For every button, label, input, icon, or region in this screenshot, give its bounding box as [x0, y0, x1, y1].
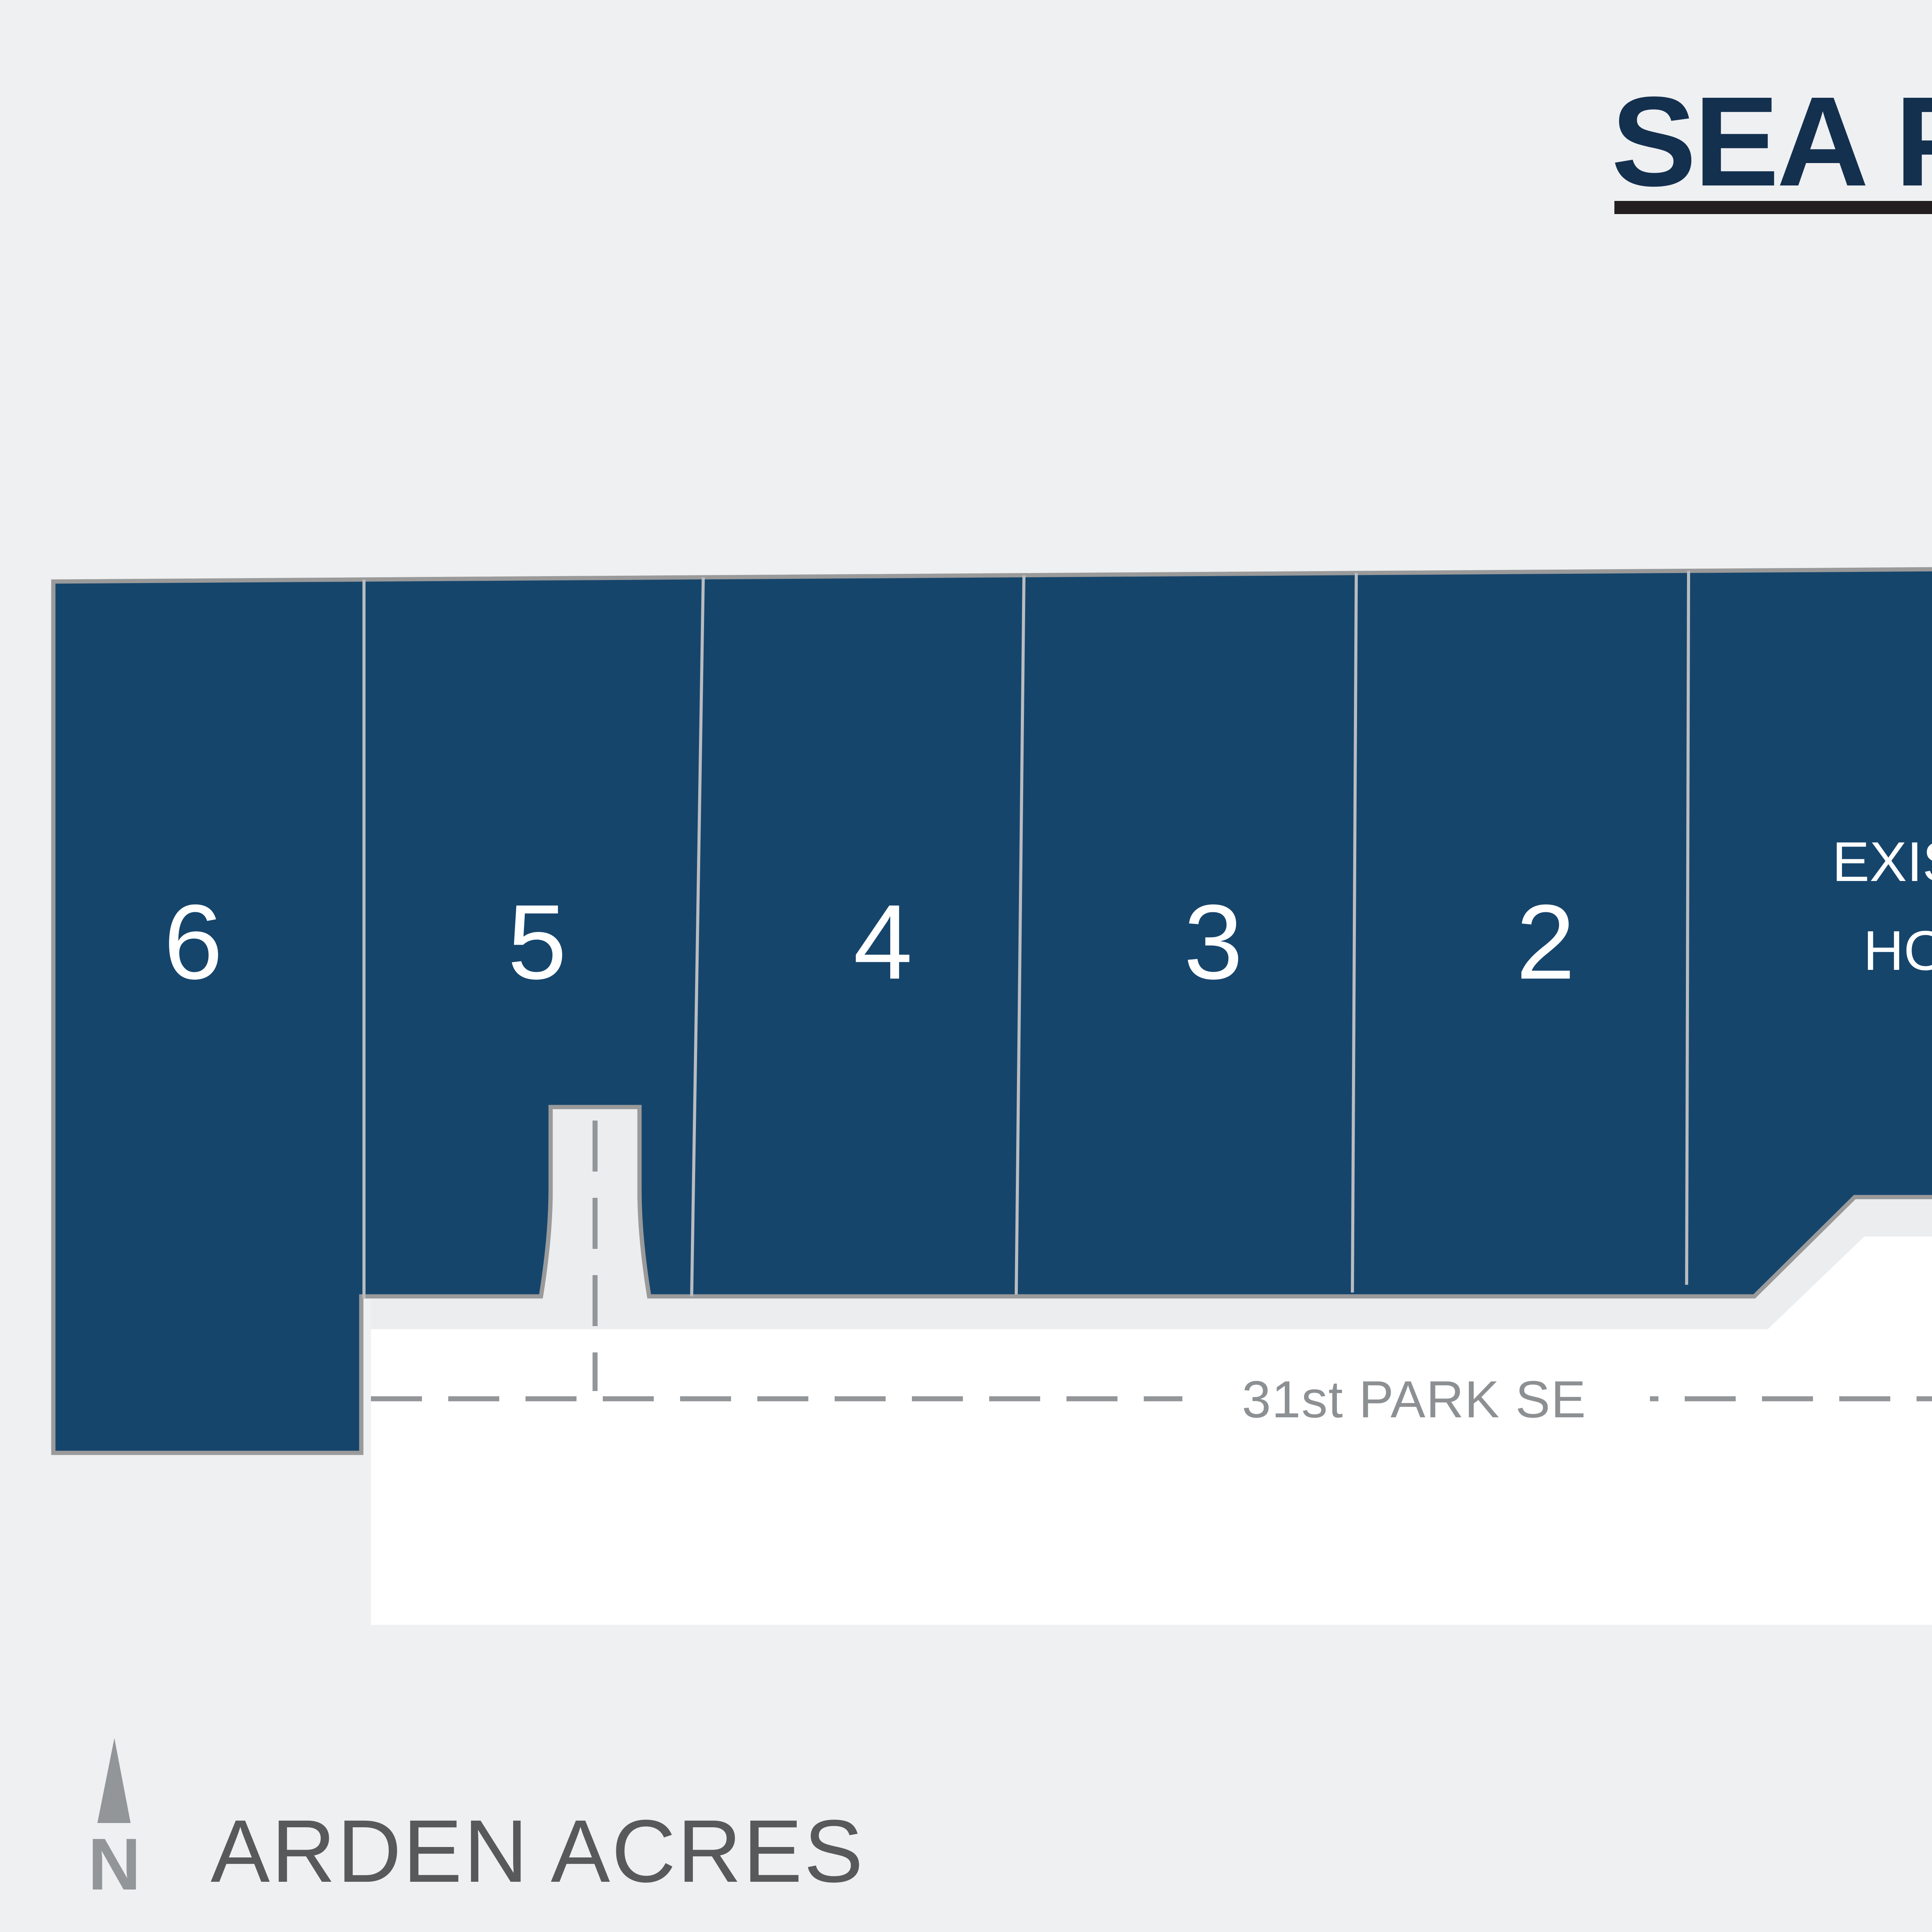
road-shoulder-band — [371, 1109, 1932, 1329]
lot-divider-5-4 — [690, 577, 705, 1297]
existing-house-label-line2: HOUSE — [1863, 919, 1932, 982]
brand-logo: SEA PAC HOMES — [1611, 70, 1932, 214]
existing-house-label-line1: EXISTING — [1832, 830, 1932, 893]
lot-divider-3-2 — [1351, 573, 1358, 1293]
north-arrow-icon — [97, 1738, 131, 1823]
north-arrow-label: N — [88, 1823, 141, 1905]
street-label-31st-park: 31st PARK SE — [1242, 1370, 1587, 1429]
alley-curb-east — [637, 1107, 651, 1297]
logo-divider-rule — [1614, 201, 1932, 214]
map-title: ARDEN ACRES — [211, 1801, 865, 1901]
lot-label-3: 3 — [1184, 883, 1243, 1002]
lot-label-4: 4 — [854, 883, 913, 1002]
street-label-31st-backing — [1182, 1356, 1650, 1439]
lot-divider-2-existing — [1685, 570, 1690, 1285]
parcel-block-fill — [53, 569, 1932, 1453]
lot-divider-4-3 — [1015, 575, 1026, 1295]
lot-label-6: 6 — [164, 883, 223, 1002]
logo-primary-text: SEA PAC — [1611, 70, 1932, 213]
lot-label-5: 5 — [508, 883, 567, 1002]
lot-label-2: 2 — [1516, 883, 1575, 1002]
alley-curb-west — [539, 1107, 553, 1297]
